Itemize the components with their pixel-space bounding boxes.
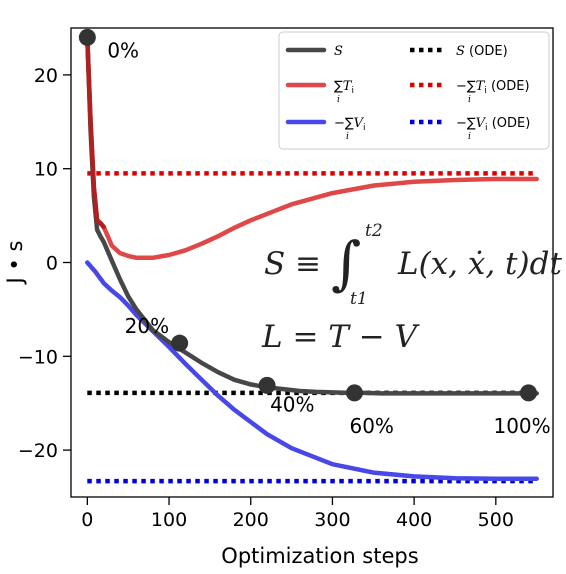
legend-sum-index: i: [468, 132, 471, 142]
legend-sum-index: i: [337, 95, 340, 105]
y-tick-label: −10: [18, 346, 58, 368]
y-axis-title: J • s: [3, 241, 27, 286]
progress-marker: [519, 384, 537, 402]
x-tick-label: 100: [151, 509, 187, 531]
legend-label: −∑Vi: [334, 116, 366, 133]
legend-sum-index: i: [346, 132, 349, 142]
x-axis-title: Optimization steps: [221, 544, 418, 568]
formula-action-upper-limit: t2: [365, 221, 383, 241]
legend-box: [278, 31, 550, 150]
legend-label: −∑Ti (ODE): [456, 79, 530, 96]
x-tick-label: 200: [233, 509, 269, 531]
progress-marker: [171, 334, 189, 352]
y-tick-label: −20: [18, 440, 58, 462]
x-tick-label: 500: [478, 509, 514, 531]
progress-marker: [345, 384, 363, 402]
y-tick-label: 20: [34, 65, 58, 87]
progress-marker-label: 60%: [349, 414, 393, 438]
progress-marker-label: 0%: [107, 38, 139, 62]
progress-marker: [78, 28, 96, 46]
legend-label: ∑Ti: [334, 79, 354, 96]
series-layer: [85, 35, 539, 484]
progress-marker: [258, 376, 276, 394]
y-tick-label: 0: [46, 253, 58, 275]
x-tick-label: 0: [81, 509, 93, 531]
legend-label: S (ODE): [456, 44, 508, 59]
formula-action-lower-limit: t1: [350, 289, 368, 309]
progress-marker-label: 20%: [125, 314, 169, 338]
legend-sum-index: i: [468, 95, 471, 105]
formula-annotation: S ≡ L(x, ẋ, t)dt t2 t1 L = T − V ∫: [261, 221, 562, 355]
series-line-2: [85, 260, 539, 481]
y-tick-label: 10: [34, 159, 58, 181]
legend-label: −∑Vi (ODE): [456, 116, 530, 133]
legend-label: S: [334, 44, 343, 59]
marker-layer: 0% 20% 40% 60% 100%: [78, 28, 551, 438]
series-line-initial-overlap: [85, 35, 106, 230]
formula-lagrangian: L = T − V: [261, 319, 421, 355]
x-tick-label: 300: [314, 509, 350, 531]
progress-marker-label: 40%: [270, 392, 314, 416]
progress-marker-label: 100%: [493, 414, 550, 438]
formula-action-lhs: S ≡ L(x, ẋ, t)dt: [264, 246, 562, 282]
integral-sign: ∫: [331, 229, 361, 297]
x-tick-label: 400: [396, 509, 432, 531]
series-line-0: [85, 35, 539, 396]
axis-ticks: 0 100 200 300 400 500 −20 −10 0 10 20: [18, 65, 514, 531]
